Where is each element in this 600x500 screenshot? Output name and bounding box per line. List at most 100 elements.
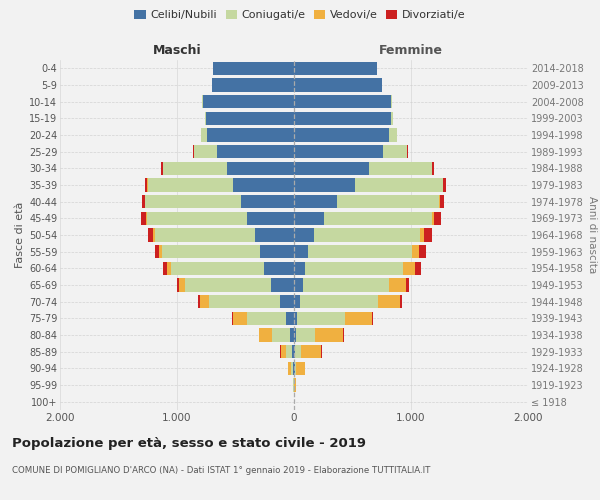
Bar (256, 228, 294, 241)
Bar (145, 195, 241, 208)
Bar (209, 295, 280, 308)
Bar (201, 128, 208, 141)
Bar (286, 345, 292, 358)
Text: Popolazione per età, sesso e stato civile - 2019: Popolazione per età, sesso e stato civil… (12, 438, 366, 450)
Bar (194, 145, 217, 158)
Text: Maschi: Maschi (152, 44, 202, 57)
Bar (406, 278, 409, 291)
Bar (355, 178, 443, 192)
Bar (292, 345, 294, 358)
Bar (233, 312, 247, 325)
Bar (288, 362, 291, 375)
Bar (263, 262, 294, 275)
Bar (301, 345, 321, 358)
Bar (148, 228, 154, 241)
Bar (185, 278, 271, 291)
Bar (294, 95, 391, 108)
Bar (247, 312, 286, 325)
Bar (303, 278, 389, 291)
Bar (232, 312, 233, 325)
Bar (424, 228, 432, 241)
Bar (294, 295, 301, 308)
Bar (391, 112, 393, 125)
Bar (315, 328, 343, 342)
Bar (206, 112, 294, 125)
Bar (205, 112, 206, 125)
Bar (200, 295, 209, 308)
Bar (345, 312, 373, 325)
Bar (305, 262, 403, 275)
Bar (290, 328, 294, 342)
Bar (176, 278, 179, 291)
Bar (294, 178, 355, 192)
Bar (241, 195, 294, 208)
Bar (432, 212, 434, 225)
Bar (415, 262, 421, 275)
Bar (161, 162, 163, 175)
Bar (301, 295, 377, 308)
Bar (148, 178, 233, 192)
Bar (377, 295, 400, 308)
Bar (280, 295, 294, 308)
Bar (389, 128, 397, 141)
Bar (383, 145, 407, 158)
Text: Femmine: Femmine (379, 44, 443, 57)
Bar (325, 212, 432, 225)
Text: Anni di nascita: Anni di nascita (587, 196, 597, 274)
Bar (198, 295, 200, 308)
Bar (142, 195, 145, 208)
Bar (291, 362, 293, 375)
Bar (155, 245, 160, 258)
Bar (294, 145, 383, 158)
Bar (294, 312, 297, 325)
Bar (419, 245, 426, 258)
Bar (260, 245, 294, 258)
Bar (155, 228, 256, 241)
Bar (146, 212, 247, 225)
Bar (421, 228, 424, 241)
Bar (293, 362, 294, 375)
Bar (247, 212, 294, 225)
Bar (440, 195, 445, 208)
Bar (294, 162, 369, 175)
Bar (294, 262, 305, 275)
Bar (193, 145, 194, 158)
Bar (167, 262, 171, 275)
Bar (433, 162, 434, 175)
Bar (294, 245, 308, 258)
Bar (389, 278, 406, 291)
Bar (213, 62, 294, 75)
Bar (295, 345, 301, 358)
Bar (412, 245, 419, 258)
Bar (294, 228, 314, 241)
Bar (400, 295, 402, 308)
Bar (233, 178, 294, 192)
Bar (308, 245, 412, 258)
Bar (294, 362, 295, 375)
Bar (163, 262, 167, 275)
Bar (434, 212, 440, 225)
Bar (160, 245, 162, 258)
Bar (286, 312, 294, 325)
Bar (294, 345, 295, 358)
Bar (162, 245, 260, 258)
Bar (271, 278, 294, 291)
Bar (295, 362, 296, 375)
Bar (296, 362, 305, 375)
Bar (294, 78, 382, 92)
Y-axis label: Fasce di età: Fasce di età (14, 202, 25, 268)
Bar (281, 345, 286, 358)
Bar (272, 328, 290, 342)
Bar (208, 128, 294, 141)
Bar (369, 162, 432, 175)
Bar (217, 145, 294, 158)
Bar (337, 195, 439, 208)
Bar (294, 195, 337, 208)
Bar (171, 262, 263, 275)
Bar (259, 328, 272, 342)
Bar (141, 212, 146, 225)
Bar (203, 95, 294, 108)
Bar (154, 228, 155, 241)
Bar (295, 378, 296, 392)
Text: COMUNE DI POMIGLIANO D'ARCO (NA) - Dati ISTAT 1° gennaio 2019 - Elaborazione TUT: COMUNE DI POMIGLIANO D'ARCO (NA) - Dati … (12, 466, 430, 475)
